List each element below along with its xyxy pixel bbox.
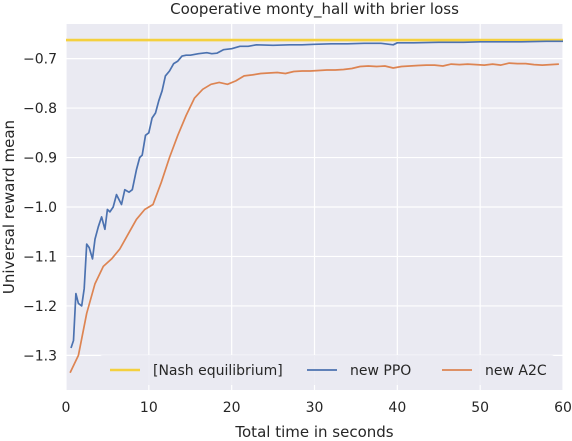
- chart-title: Cooperative monty_hall with brier loss: [170, 0, 459, 19]
- legend: [Nash equilibrium] new PPO new A2C: [99, 355, 555, 385]
- x-tick-label: 20: [223, 400, 241, 416]
- y-tick-label: −0.9: [23, 151, 57, 167]
- x-tick-label: 50: [471, 400, 489, 416]
- series-line-new-a2c: [69, 62, 559, 374]
- x-tick-label: 60: [554, 400, 572, 416]
- x-axis-title: Total time in seconds: [234, 423, 393, 441]
- y-tick-label: −1.0: [23, 200, 57, 216]
- y-tick-label: −1.1: [23, 249, 57, 265]
- x-tick-label: 0: [62, 400, 71, 416]
- y-tick-label: −0.7: [23, 52, 57, 68]
- y-axis-ticks: −1.3 −1.2 −1.1 −1.0 −0.9 −0.8 −0.7: [23, 52, 57, 365]
- y-tick-label: −1.2: [23, 299, 57, 315]
- y-tick-label: −1.3: [23, 348, 57, 364]
- y-tick-label: −0.8: [23, 101, 57, 117]
- x-tick-label: 10: [140, 400, 158, 416]
- legend-label: new A2C: [485, 363, 547, 379]
- legend-label: [Nash equilibrium]: [153, 363, 283, 379]
- series-layer: [66, 38, 563, 374]
- x-tick-label: 30: [306, 400, 324, 416]
- y-axis-title: Universal reward mean: [0, 120, 18, 294]
- x-tick-label: 40: [388, 400, 406, 416]
- legend-label: new PPO: [350, 363, 411, 379]
- series-line-new-ppo: [70, 40, 563, 349]
- x-axis-ticks: 0 10 20 30 40 50 60: [62, 400, 572, 416]
